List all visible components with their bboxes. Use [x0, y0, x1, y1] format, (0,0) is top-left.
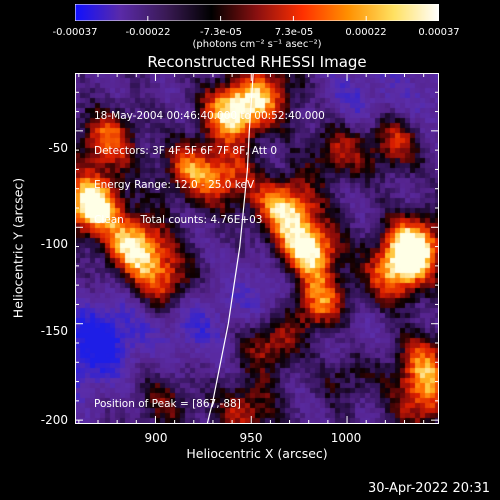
colorbar-tick-label: -0.00037: [52, 27, 98, 38]
colorbar-tick-label: 7.3e-05: [274, 27, 314, 38]
y-tick-label: -150: [40, 324, 68, 338]
colorbar-tick-label: 0.00037: [418, 27, 460, 38]
colorbar: [75, 4, 439, 21]
info-time-range: 18-May-2004 00:46:40.000 to 00:52:40.000: [94, 110, 325, 122]
x-tick-label: 1000: [330, 431, 362, 445]
timestamp: 30-Apr-2022 20:31: [368, 481, 490, 496]
x-tick-label: 900: [144, 431, 168, 445]
chart-title: Reconstructed RHESSI Image: [147, 53, 367, 71]
colorbar-gradient: [75, 4, 439, 21]
colorbar-tickmarks: [75, 16, 439, 21]
plot-frame: [75, 73, 439, 424]
info-detectors: Detectors: 3F 4F 5F 6F 7F 8F, Att 0: [94, 144, 278, 157]
y-tick-label: -200: [40, 413, 68, 427]
x-axis-label: Heliocentric X (arcsec): [186, 446, 328, 461]
y-axis-label: Heliocentric Y (arcsec): [10, 177, 26, 319]
x-tick-label: 950: [239, 431, 263, 445]
colorbar-tick-label: -7.3e-05: [200, 27, 242, 38]
colorbar-units: (photons cm⁻² s⁻¹ asec⁻²): [192, 39, 322, 50]
y-tick-label: -50: [48, 141, 68, 155]
colorbar-tick-label: 0.00022: [345, 27, 387, 38]
colorbar-tick-label: -0.00022: [125, 27, 171, 38]
solar-limb-curve: [206, 73, 254, 424]
info-clean-counts: Clean Total counts: 4.76E+03: [94, 213, 263, 226]
observation-info: 18-May-2004 00:46:40.000 to 00:52:40.000…: [94, 88, 325, 238]
peak-position: Position of Peak = [867,-88]: [94, 398, 241, 410]
heatmap-image: [75, 73, 439, 424]
y-tick-label: -100: [40, 237, 68, 251]
info-energy-range: Energy Range: 12.0 - 25.0 keV: [94, 179, 255, 191]
